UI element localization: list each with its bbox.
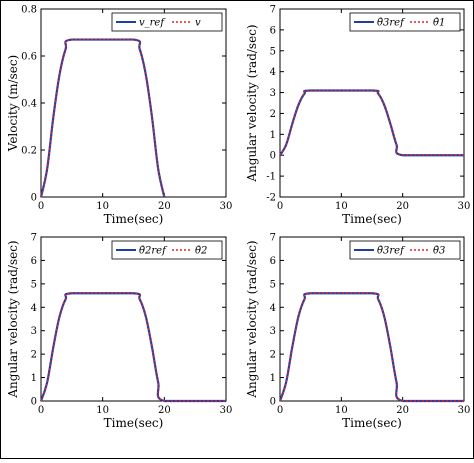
x-axis-label: Time(sec) — [342, 212, 402, 226]
x-axis-label: Time(sec) — [104, 212, 164, 226]
y-tick-label: 0.8 — [21, 5, 37, 16]
y-tick-label: 0 — [270, 151, 276, 162]
y-tick-label: 1 — [270, 130, 276, 141]
y-tick-label: 0 — [31, 397, 37, 408]
y-tick-label: 4 — [31, 303, 37, 314]
x-tick-label: 20 — [158, 201, 171, 212]
legend-label-reference: θ̇2ref — [139, 246, 168, 257]
y-tick-label: 5 — [270, 46, 276, 57]
y-tick-label: 4 — [270, 303, 276, 314]
series-line-actual — [279, 89, 464, 156]
legend-box — [349, 12, 461, 32]
legend-box — [111, 240, 223, 260]
plot-area — [279, 8, 465, 198]
x-tick-label: 20 — [396, 201, 409, 212]
y-tick-label: 7 — [31, 233, 37, 244]
chart-panel-4: 0 10 20 30 0 1 2 3 4 5 6 7 Time(sec) Angular velocity… — [245, 233, 470, 431]
legend-label-reference: θ̇3ref — [377, 246, 406, 257]
y-tick-label: 4 — [270, 67, 276, 78]
y-tick-label: 0 — [31, 193, 37, 204]
x-tick-label: 10 — [96, 405, 109, 416]
series-line-reference — [39, 292, 226, 403]
y-tick-label: 0.2 — [21, 146, 37, 157]
y-axis-label: Angular velocity (rad/sec) — [245, 24, 259, 182]
x-tick-label: 30 — [458, 201, 471, 212]
y-tick-label: 3 — [270, 88, 276, 99]
legend-label-actual: θ̇2 — [195, 246, 207, 257]
y-axis-label: Angular velocity (rad/sec) — [245, 240, 259, 398]
y-tick-label: 6 — [270, 25, 276, 36]
legend-label-actual: v — [195, 18, 201, 29]
y-tick-label: 3 — [270, 326, 276, 337]
x-tick-label: 0 — [38, 405, 44, 416]
y-tick-label: 1 — [270, 373, 276, 384]
x-tick-label: 10 — [335, 201, 348, 212]
chart-panel-3: 0 10 20 30 0 1 2 3 4 5 6 7 Time(sec) Angular velocity… — [6, 233, 232, 431]
y-tick-label: -1 — [266, 172, 276, 183]
plot-area — [279, 236, 465, 402]
y-tick-label: 0 — [270, 397, 276, 408]
y-tick-label: 7 — [270, 233, 276, 244]
y-tick-label: 6 — [31, 256, 37, 267]
x-axis-label: Time(sec) — [104, 416, 164, 430]
x-tick-label: 10 — [335, 405, 348, 416]
x-tick-label: 0 — [277, 201, 283, 212]
x-tick-label: 20 — [396, 405, 409, 416]
y-tick-label: 0.4 — [21, 99, 37, 110]
legend-box — [349, 240, 461, 260]
y-tick-label: 7 — [270, 5, 276, 16]
x-tick-label: 10 — [96, 201, 109, 212]
y-tick-label: 2 — [31, 350, 37, 361]
y-tick-label: 3 — [31, 326, 37, 337]
x-tick-label: 0 — [38, 201, 44, 212]
y-tick-label: 5 — [270, 279, 276, 290]
y-axis-label: Angular velocity (rad/sec) — [6, 240, 20, 398]
x-tick-label: 0 — [277, 405, 283, 416]
chart-panel-2: 0 10 20 30 -2 -1 0 1 2 3 4 5 6 7 Time(sec) Angular velo… — [245, 5, 470, 227]
y-tick-label: 0.6 — [21, 52, 37, 63]
plot-area — [40, 8, 227, 198]
y-tick-label: 2 — [270, 350, 276, 361]
series-line-actual — [40, 38, 166, 198]
legend-label-reference: θ̇3ref — [377, 18, 406, 29]
y-tick-label: 5 — [31, 279, 37, 290]
legend-label-actual: θ̇3 — [433, 246, 445, 257]
x-tick-label: 30 — [458, 405, 471, 416]
legend-label-reference: v_ref — [139, 18, 166, 29]
x-tick-label: 30 — [220, 201, 233, 212]
x-tick-label: 30 — [220, 405, 233, 416]
x-axis-label: Time(sec) — [342, 416, 402, 430]
y-tick-label: 6 — [270, 256, 276, 267]
legend-label-actual: θ̇1 — [433, 18, 445, 29]
y-axis-label: Velocity (m/sec) — [6, 55, 20, 152]
series-line-actual — [279, 292, 464, 402]
x-tick-label: 20 — [158, 405, 171, 416]
y-tick-label: 2 — [270, 109, 276, 120]
chart-panel-1: 0 10 20 30 0 0.2 0.4 0.6 0.8 Time(sec) Velocity (m… — [6, 5, 232, 227]
y-tick-label: -2 — [266, 193, 276, 204]
legend-box — [111, 12, 223, 32]
y-tick-label: 1 — [31, 373, 37, 384]
plot-area — [40, 236, 227, 402]
